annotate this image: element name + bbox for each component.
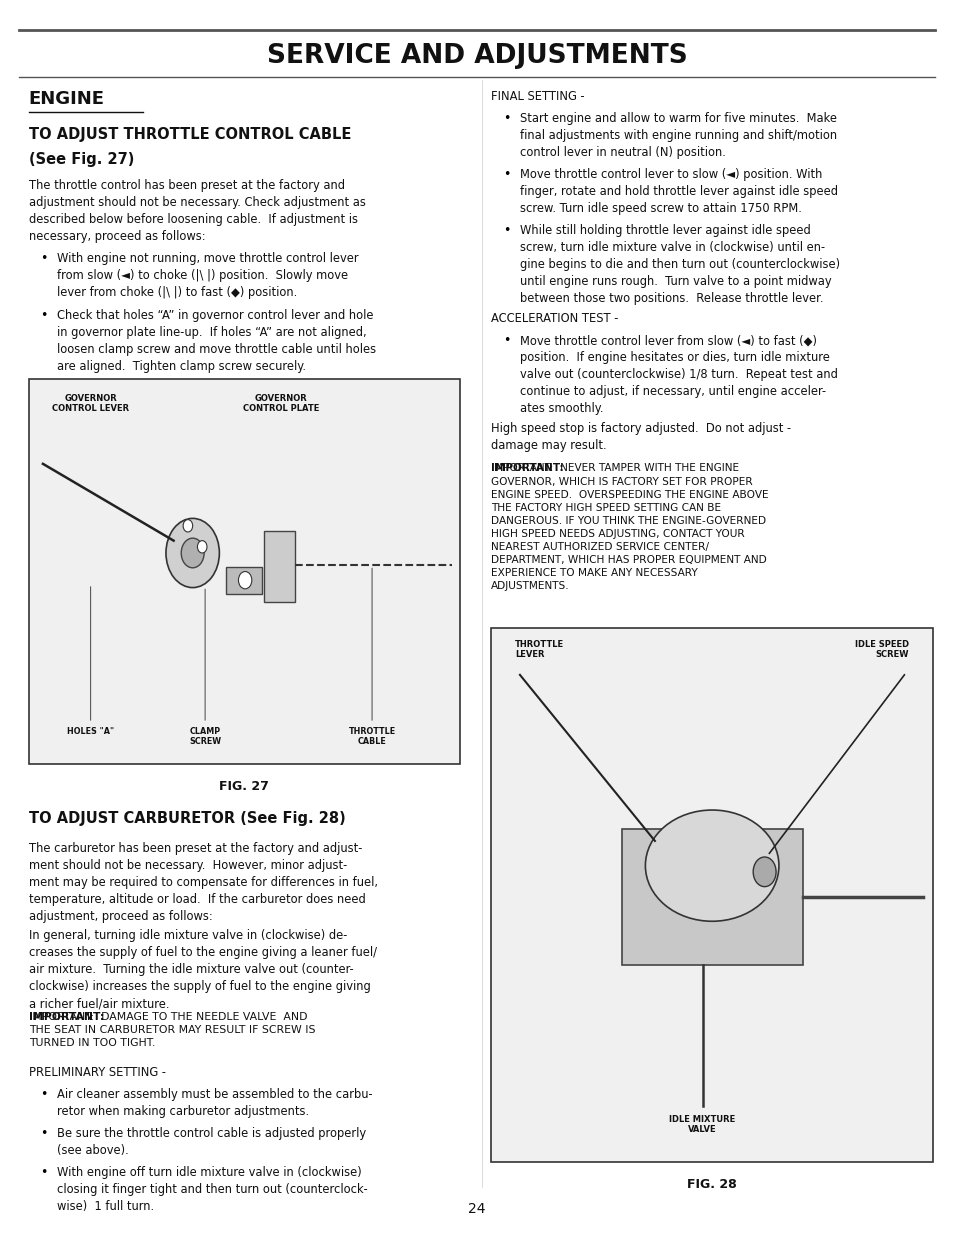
Text: (See Fig. 27): (See Fig. 27)	[29, 152, 133, 167]
Bar	[29, 379, 459, 764]
Text: •: •	[40, 1166, 48, 1179]
Text: TO ADJUST THROTTLE CONTROL CABLE: TO ADJUST THROTTLE CONTROL CABLE	[29, 127, 351, 142]
Text: THROTTLE
LEVER: THROTTLE LEVER	[515, 640, 563, 659]
Text: IMPORTANT:: IMPORTANT:	[491, 464, 563, 473]
Text: IMPORTANT:: IMPORTANT:	[29, 1012, 104, 1022]
Text: Be sure the throttle control cable is adjusted properly
(see above).: Be sure the throttle control cable is ad…	[57, 1127, 366, 1157]
Text: IDLE MIXTURE
VALVE: IDLE MIXTURE VALVE	[669, 1115, 735, 1133]
Text: FIG. 28: FIG. 28	[686, 1178, 737, 1192]
Text: FIG. 27: FIG. 27	[219, 780, 269, 794]
Text: Move throttle control lever from slow (◄) to fast (◆)
position.  If engine hesit: Move throttle control lever from slow (◄…	[519, 334, 837, 415]
Text: •: •	[502, 225, 510, 237]
Text: •: •	[40, 1127, 48, 1140]
Text: Check that holes “A” in governor control lever and hole
in governor plate line-u: Check that holes “A” in governor control…	[57, 309, 376, 372]
Circle shape	[183, 519, 193, 531]
Text: PRELIMINARY SETTING -: PRELIMINARY SETTING -	[29, 1065, 166, 1079]
Ellipse shape	[644, 810, 778, 921]
Text: •: •	[502, 112, 510, 125]
Text: ACCELERATION TEST -: ACCELERATION TEST -	[491, 313, 618, 325]
Text: FINAL SETTING -: FINAL SETTING -	[491, 90, 584, 104]
Text: CLAMP
SCREW: CLAMP SCREW	[189, 727, 221, 745]
Text: The carburetor has been preset at the factory and adjust-
ment should not be nec: The carburetor has been preset at the fa…	[29, 842, 377, 923]
Text: GOVERNOR
CONTROL LEVER: GOVERNOR CONTROL LEVER	[52, 394, 129, 413]
Circle shape	[181, 538, 204, 567]
Circle shape	[197, 540, 207, 552]
Text: THROTTLE
CABLE: THROTTLE CABLE	[348, 727, 395, 745]
Text: IMPORTANT:  DAMAGE TO THE NEEDLE VALVE  AND
THE SEAT IN CARBURETOR MAY RESULT IF: IMPORTANT: DAMAGE TO THE NEEDLE VALVE AN…	[29, 1012, 314, 1048]
Text: In general, turning idle mixture valve in (clockwise) de-
creases the supply of : In general, turning idle mixture valve i…	[29, 929, 376, 1011]
Bar	[621, 828, 802, 964]
Text: TO ADJUST CARBURETOR (See Fig. 28): TO ADJUST CARBURETOR (See Fig. 28)	[29, 811, 345, 826]
Circle shape	[166, 518, 219, 587]
Text: SERVICE AND ADJUSTMENTS: SERVICE AND ADJUSTMENTS	[266, 43, 687, 69]
Text: •: •	[40, 252, 48, 266]
Text: Move throttle control lever to slow (◄) position. With
finger, rotate and hold t: Move throttle control lever to slow (◄) …	[519, 168, 837, 215]
Text: 24: 24	[468, 1201, 485, 1216]
Text: High speed stop is factory adjusted.  Do not adjust -
damage may result.: High speed stop is factory adjusted. Do …	[491, 421, 791, 452]
Text: •: •	[502, 334, 510, 347]
Text: While still holding throttle lever against idle speed
screw, turn idle mixture v: While still holding throttle lever again…	[519, 225, 840, 305]
Circle shape	[752, 857, 775, 886]
Bar	[491, 628, 932, 1162]
Text: •: •	[40, 309, 48, 321]
Text: ENGINE: ENGINE	[29, 90, 105, 109]
Text: Start engine and allow to warm for five minutes.  Make
final adjustments with en: Start engine and allow to warm for five …	[519, 112, 836, 159]
Text: IDLE SPEED
SCREW: IDLE SPEED SCREW	[854, 640, 908, 659]
Circle shape	[238, 571, 252, 588]
Text: GOVERNOR
CONTROL PLATE: GOVERNOR CONTROL PLATE	[243, 394, 319, 413]
Text: •: •	[502, 168, 510, 182]
Text: Air cleaner assembly must be assembled to the carbu-
retor when making carbureto: Air cleaner assembly must be assembled t…	[57, 1088, 373, 1117]
Text: The throttle control has been preset at the factory and
adjustment should not be: The throttle control has been preset at …	[29, 179, 365, 243]
Text: HOLES "A": HOLES "A"	[67, 727, 114, 735]
Bar	[264, 530, 294, 602]
Text: With engine not running, move throttle control lever
from slow (◄) to choke (|\ : With engine not running, move throttle c…	[57, 252, 358, 299]
Text: IMPORTANT:  NEVER TAMPER WITH THE ENGINE
GOVERNOR, WHICH IS FACTORY SET FOR PROP: IMPORTANT: NEVER TAMPER WITH THE ENGINE …	[491, 464, 768, 591]
Text: With engine off turn idle mixture valve in (clockwise)
closing it finger tight a: With engine off turn idle mixture valve …	[57, 1166, 368, 1213]
Bar	[226, 566, 262, 593]
Text: •: •	[40, 1088, 48, 1101]
